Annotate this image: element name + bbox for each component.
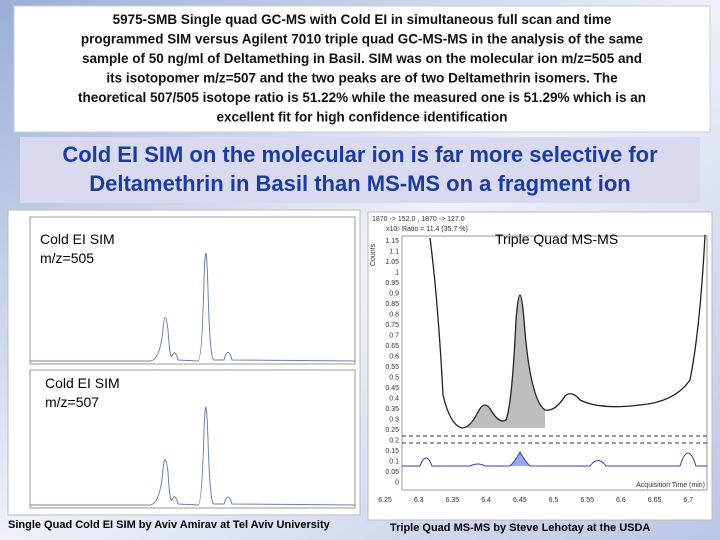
transitions: 1870 -> 152.0 , 1870 -> 127.0 bbox=[372, 216, 465, 223]
summary-line: 5975-SMB Single quad GC-MS with Cold EI … bbox=[113, 12, 612, 27]
panel-label: Triple Quad MS-MS bbox=[495, 231, 618, 247]
panel-label: m/z=505 bbox=[40, 250, 94, 266]
headline-line: Cold EI SIM on the molecular ion is far … bbox=[62, 142, 658, 167]
left-labels: Cold EI SIM m/z=505 Cold EI SIM m/z=507 Sing… bbox=[8, 231, 331, 531]
y-tick-label: 0.7 bbox=[389, 333, 399, 340]
left-plots bbox=[29, 216, 356, 509]
y-tick-label: 0.75 bbox=[385, 322, 399, 329]
y-tick-label: 0.1 bbox=[389, 459, 399, 466]
x-tick-label: 6.3 bbox=[414, 497, 424, 504]
summary-line: sample of 50 ng/ml of Deltamething in Ba… bbox=[82, 51, 642, 66]
x-tick-label: 6.5 bbox=[549, 497, 559, 504]
y-tick-label: 0.3 bbox=[389, 417, 399, 424]
x-tick-label: 6.6 bbox=[616, 497, 626, 504]
panel-label: m/z=507 bbox=[45, 394, 99, 410]
scale: x10⁵ bbox=[386, 226, 400, 233]
headline-line: Deltamethrin in Basil than MS-MS on a fr… bbox=[89, 171, 631, 196]
y-title: Counts bbox=[370, 243, 377, 266]
x-tick-label: 6.65 bbox=[648, 497, 662, 504]
y-tick-label: 0 bbox=[395, 480, 399, 487]
headline: Cold EI SIM on the molecular ion is far … bbox=[62, 142, 658, 196]
headline-box bbox=[20, 137, 700, 203]
y-tick-label: 0.95 bbox=[385, 280, 399, 287]
x-tick-label: 6.55 bbox=[580, 497, 594, 504]
y-tick-label: 0.65 bbox=[385, 343, 399, 350]
summary: 5975-SMB Single quad GC-MS with Cold EI … bbox=[78, 12, 646, 125]
x-tick-label: 6.7 bbox=[683, 497, 693, 504]
x-title: Acquisition Time (min) bbox=[636, 482, 705, 489]
caption: Triple Quad MS-MS by Steve Lehotay at th… bbox=[390, 522, 650, 534]
y-tick-label: 0.05 bbox=[385, 469, 399, 476]
x-tick-label: 6.4 bbox=[481, 497, 491, 504]
y-tick-label: 0.6 bbox=[389, 354, 399, 361]
y-tick-label: 0.15 bbox=[385, 448, 399, 455]
right-labels: Triple Quad MS-MS 1870 -> 152.0 , 1870 ->… bbox=[370, 216, 705, 534]
y-tick-label: 1 bbox=[395, 270, 399, 277]
summary-line: its isotopomer m/z=507 and the two peaks… bbox=[106, 71, 618, 86]
y-tick-label: 0.25 bbox=[385, 427, 399, 434]
y-tick-label: 1.05 bbox=[385, 259, 399, 266]
y-tick-label: 0.85 bbox=[385, 301, 399, 308]
y-tick-label: 0.4 bbox=[389, 396, 399, 403]
x-tick-label: 6.45 bbox=[513, 497, 527, 504]
y-tick-label: 0.9 bbox=[389, 291, 399, 298]
summary-line: programmed SIM versus Agilent 7010 tripl… bbox=[81, 32, 644, 47]
x-tick-label: 6.25 bbox=[378, 497, 392, 504]
caption: Single Quad Cold EI SIM by Aviv Amirav a… bbox=[8, 519, 331, 531]
y-tick-label: 0.5 bbox=[389, 375, 399, 382]
y-tick-label: 0.8 bbox=[389, 312, 399, 319]
right-panel bbox=[367, 211, 713, 521]
y-tick-label: 0.35 bbox=[385, 406, 399, 413]
panel-label: Cold EI SIM bbox=[45, 375, 120, 391]
x-tick-label: 6.35 bbox=[446, 497, 460, 504]
y-tick-label: 0.45 bbox=[385, 385, 399, 392]
summary-line: theoretical 507/505 isotope ratio is 51.… bbox=[78, 90, 646, 105]
left-panel bbox=[7, 209, 361, 516]
panel-label: Cold EI SIM bbox=[40, 231, 115, 247]
summary-box bbox=[13, 5, 711, 133]
y-tick-label: 0.55 bbox=[385, 364, 399, 371]
y-tick-label: 1.1 bbox=[389, 249, 399, 256]
summary-line: excellent fit for high confidence identi… bbox=[216, 110, 507, 125]
y-tick-label: 1.15 bbox=[385, 238, 399, 245]
y-tick-label: 0.2 bbox=[389, 438, 399, 445]
right-plot bbox=[401, 234, 708, 491]
ratio: Ratio = 11.4 (35.7 %) bbox=[402, 226, 468, 233]
